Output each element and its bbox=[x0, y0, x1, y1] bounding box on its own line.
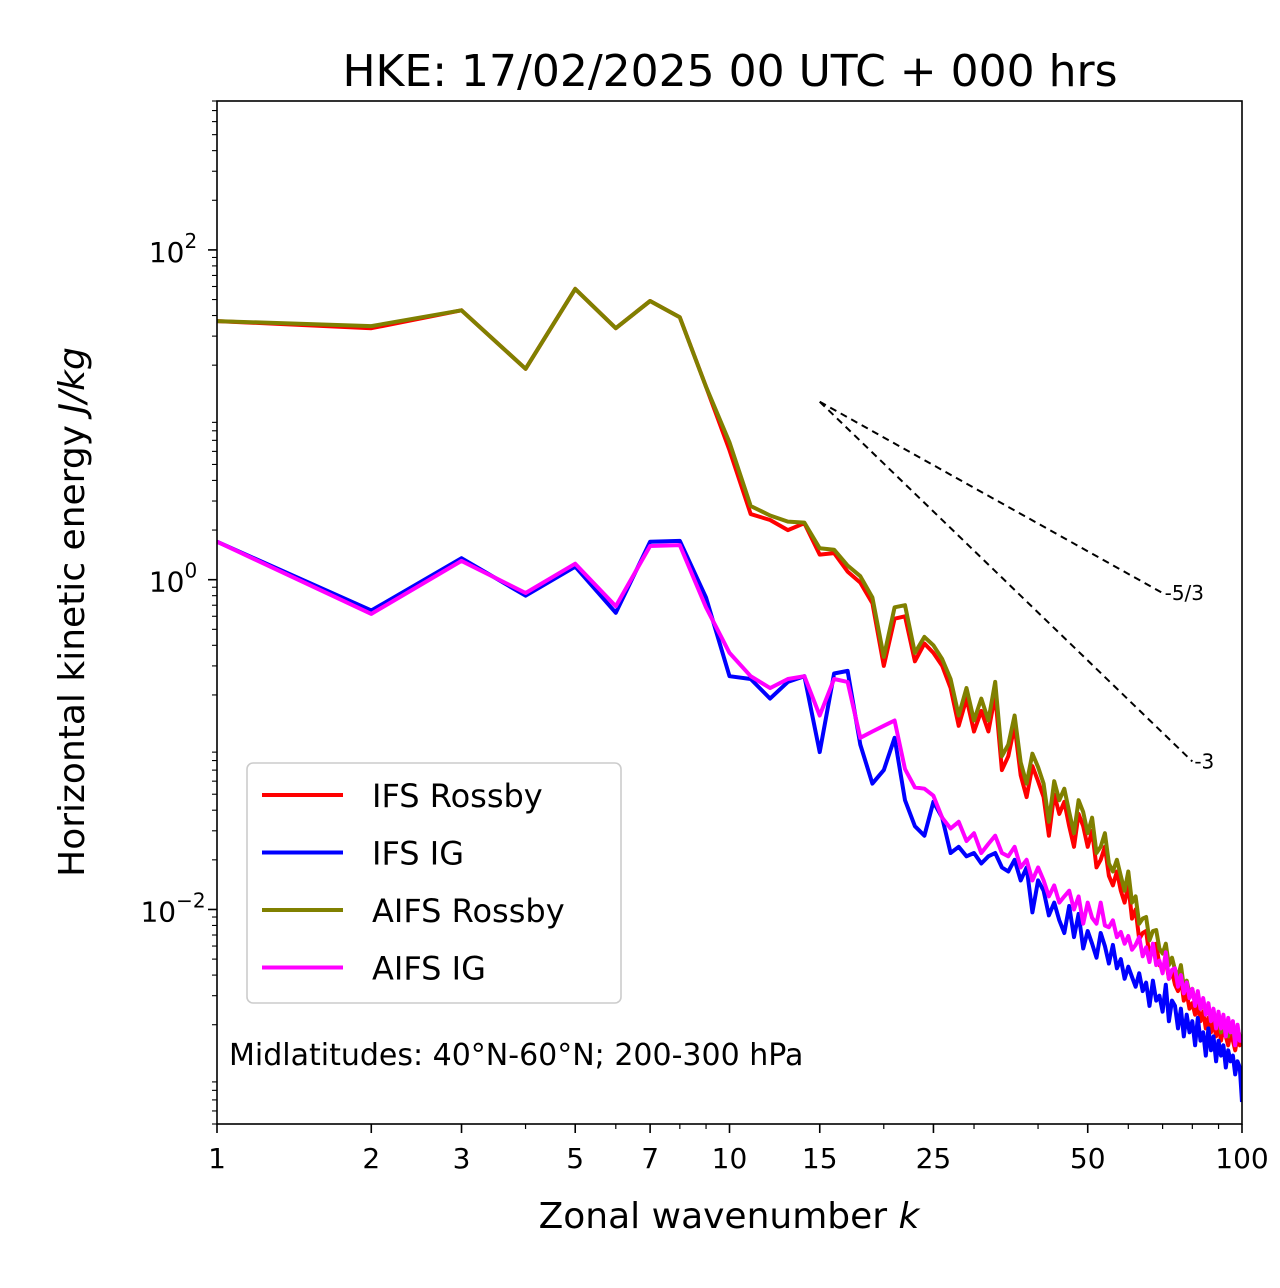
legend-label: IFS IG bbox=[372, 835, 464, 873]
y-tick-label: 10−2 bbox=[140, 888, 205, 928]
legend-label: AIFS IG bbox=[372, 950, 486, 988]
legend: IFS Rossby IFS IG AIFS Rossby AIFS IG bbox=[246, 762, 622, 1004]
reference-line-five-thirds bbox=[819, 400, 1164, 594]
x-tick-label: 2 bbox=[362, 1142, 380, 1175]
x-tick-label: 1 bbox=[208, 1142, 226, 1175]
y-tick-label: 102 bbox=[149, 229, 197, 269]
x-tick-label: 7 bbox=[641, 1142, 659, 1175]
y-axis-label-unit: J/kg bbox=[52, 347, 93, 419]
x-axis-label: Zonal wavenumber k bbox=[539, 1196, 922, 1237]
x-tick-label: 50 bbox=[1070, 1142, 1106, 1175]
reference-line-three bbox=[819, 401, 1194, 763]
plot-frame bbox=[216, 100, 1243, 1125]
legend-label: AIFS Rossby bbox=[372, 892, 565, 930]
y-axis-label-text: Horizontal kinetic energy bbox=[52, 414, 93, 877]
x-axis-label-text: Zonal wavenumber bbox=[539, 1196, 899, 1237]
x-tick-label: 3 bbox=[453, 1142, 471, 1175]
x-tick-label: 100 bbox=[1215, 1142, 1268, 1175]
chart-title: HKE: 17/02/2025 00 UTC + 000 hrs bbox=[342, 46, 1117, 97]
legend-items: IFS Rossby IFS IG AIFS Rossby AIFS IG bbox=[262, 777, 565, 988]
x-tick-label: 15 bbox=[802, 1142, 838, 1175]
legend-label: IFS Rossby bbox=[372, 777, 543, 815]
x-axis-label-variable: k bbox=[899, 1196, 922, 1237]
region-annotation: Midlatitudes: 40°N-60°N; 200-300 hPa bbox=[229, 1038, 803, 1073]
series-layer bbox=[217, 286, 1242, 1103]
x-tick-label: 25 bbox=[916, 1142, 952, 1175]
x-tick-label: 10 bbox=[712, 1142, 748, 1175]
y-axis-label: Horizontal kinetic energy J/kg bbox=[52, 347, 93, 877]
legend-box bbox=[246, 762, 622, 1004]
axis-ticks: 1 2 3 5 7 10 15 25 50 100 10−2 100 102 bbox=[140, 100, 1269, 1175]
x-tick-label: 5 bbox=[566, 1142, 584, 1175]
reference-line-label: -3 bbox=[1194, 749, 1214, 773]
reference-slope-lines: -5/3 -3 bbox=[819, 400, 1214, 773]
series-line-aifs-ig bbox=[217, 539, 1242, 1048]
y-tick-label: 100 bbox=[149, 559, 197, 599]
reference-line-label: -5/3 bbox=[1165, 581, 1204, 605]
series-line-ifs-rossby bbox=[217, 286, 1242, 1053]
